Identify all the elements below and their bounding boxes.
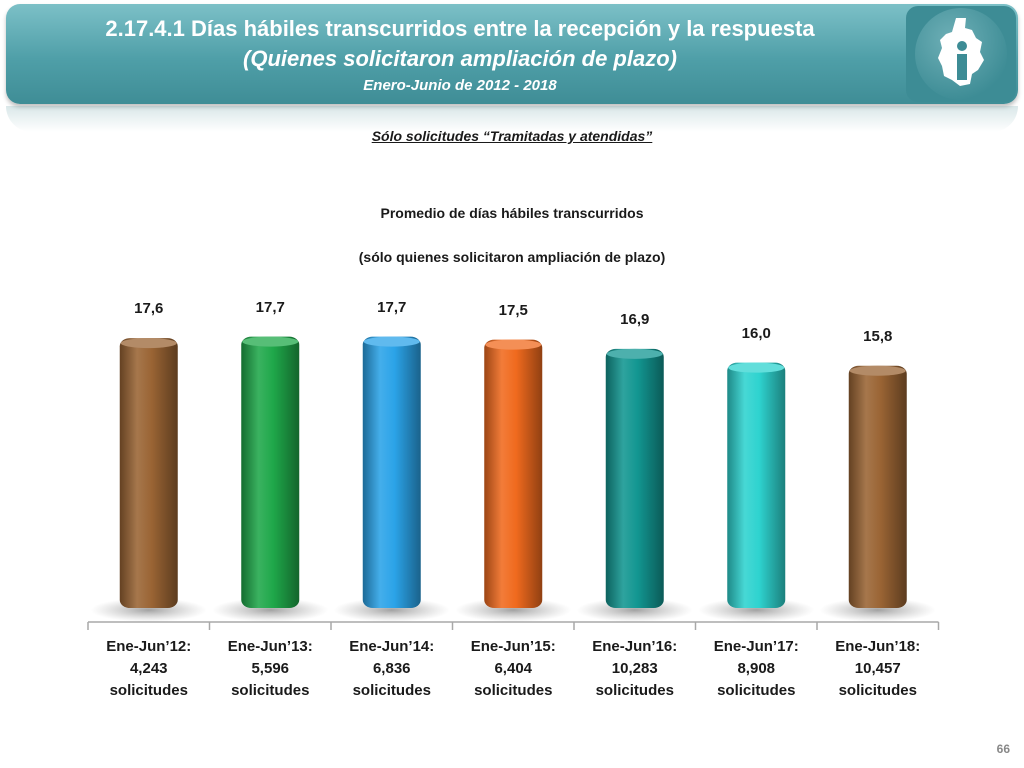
bar-shadow [333, 598, 450, 622]
bar-0 [119, 338, 178, 608]
category-count: 4,243 [129, 660, 168, 677]
category-label-6: Ene-Jun’18: 10,457 solicitudes [823, 636, 933, 702]
category-unit: solicitudes [838, 682, 917, 699]
category-unit: solicitudes [474, 682, 553, 699]
bar-1 [241, 336, 300, 608]
bar-shadow [576, 598, 693, 622]
category-period: Ene-Jun’17: [713, 638, 799, 655]
value-label-6: 15,8 [863, 327, 893, 345]
value-label-1: 17,7 [255, 298, 285, 316]
bar-5 [727, 362, 786, 608]
category-unit: solicitudes [231, 682, 310, 699]
category-period: Ene-Jun’18: [835, 638, 921, 655]
bar-3 [484, 339, 543, 608]
category-unit: solicitudes [352, 682, 431, 699]
category-count: 6,404 [494, 660, 533, 677]
bar-4 [605, 348, 664, 608]
category-label-0: Ene-Jun’12: 4,243 solicitudes [94, 636, 204, 702]
bar-shadow [698, 598, 815, 622]
bar-cap [120, 338, 177, 349]
category-unit: solicitudes [717, 682, 796, 699]
chart-subtitle: (sólo quienes solicitaron ampliación de … [358, 249, 666, 265]
category-count: 6,836 [372, 660, 411, 677]
category-label-3: Ene-Jun’15: 6,404 solicitudes [458, 636, 568, 702]
value-label-5: 16,0 [741, 324, 771, 342]
category-count: 10,457 [854, 660, 901, 677]
value-label-0: 17,6 [134, 300, 164, 318]
category-count: 8,908 [737, 660, 776, 677]
chart-title: Promedio de días hábiles transcurridos [380, 205, 644, 221]
header-banner [6, 4, 1018, 104]
category-label-5: Ene-Jun’17: 8,908 solicitudes [701, 636, 811, 702]
bar-cap [728, 362, 785, 373]
bar-shadow [90, 598, 207, 622]
bar-cap [363, 336, 420, 347]
value-label-2: 17,7 [377, 298, 407, 316]
category-period: Ene-Jun’14: [349, 638, 435, 655]
category-label-2: Ene-Jun’14: 6,836 solicitudes [337, 636, 447, 702]
category-unit: solicitudes [109, 682, 188, 699]
city-emblem-icon [938, 18, 984, 86]
bar-2 [362, 336, 421, 608]
category-count: 5,596 [251, 660, 290, 677]
category-count: 10,283 [611, 660, 658, 677]
category-label-4: Ene-Jun’16: 10,283 solicitudes [580, 636, 690, 702]
page-title: 2.17.4.1 Días hábiles transcurridos entr… [105, 16, 815, 41]
page-subtitle: (Quienes solicitaron ampliación de plazo… [243, 46, 677, 71]
bar-cap [849, 365, 906, 376]
value-label-3: 17,5 [498, 301, 528, 319]
category-unit: solicitudes [595, 682, 674, 699]
category-period: Ene-Jun’13: [227, 638, 313, 655]
category-period: Ene-Jun’15: [470, 638, 556, 655]
category-period: Ene-Jun’16: [592, 638, 678, 655]
value-label-4: 16,9 [620, 310, 650, 328]
bar-shadow [212, 598, 329, 622]
category-label-1: Ene-Jun’13: 5,596 solicitudes [215, 636, 325, 702]
category-period: Ene-Jun’12: [106, 638, 192, 655]
bar-cap [485, 339, 542, 350]
bar-6 [848, 365, 907, 608]
header-shadow [6, 106, 1018, 132]
bar-shadow [819, 598, 936, 622]
filter-note: Sólo solicitudes “Tramitadas y atendidas… [371, 128, 653, 144]
bar-cap [242, 336, 299, 347]
page-number: 66 [996, 742, 1010, 756]
page-period: Enero-Junio de 2012 - 2018 [363, 77, 557, 94]
bar-cap [606, 348, 663, 359]
bar-shadow [455, 598, 572, 622]
